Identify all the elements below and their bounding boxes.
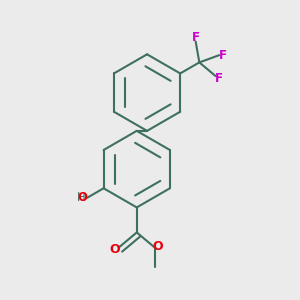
- Text: O: O: [78, 191, 88, 204]
- Text: H: H: [77, 191, 85, 204]
- Text: O: O: [110, 243, 121, 256]
- Text: F: F: [219, 49, 227, 62]
- Text: F: F: [215, 72, 223, 85]
- Text: F: F: [192, 32, 200, 44]
- Text: O: O: [152, 240, 163, 253]
